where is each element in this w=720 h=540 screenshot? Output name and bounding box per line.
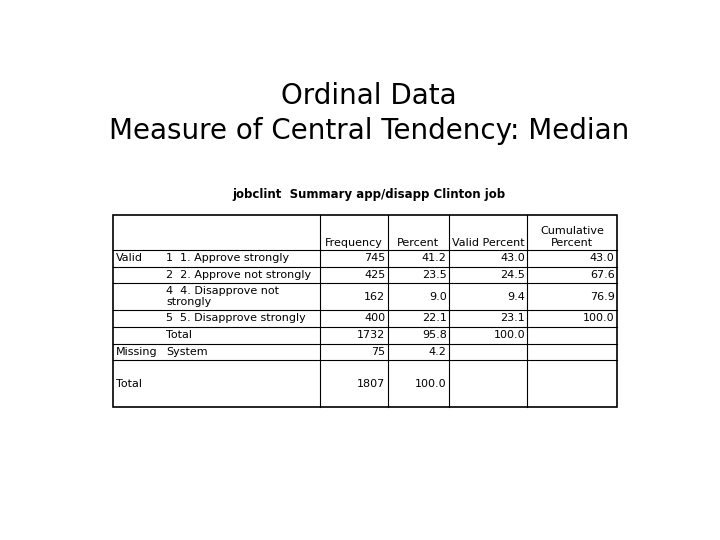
Text: 67.6: 67.6 xyxy=(590,270,615,280)
Text: 9.0: 9.0 xyxy=(429,292,446,301)
Text: Total: Total xyxy=(166,330,192,340)
Text: 43.0: 43.0 xyxy=(590,253,615,263)
Text: 43.0: 43.0 xyxy=(500,253,525,263)
Text: 24.5: 24.5 xyxy=(500,270,525,280)
Text: Percent: Percent xyxy=(397,238,439,248)
Text: jobclint  Summary app/disapp Clinton job: jobclint Summary app/disapp Clinton job xyxy=(233,188,505,201)
Text: Cumulative
Percent: Cumulative Percent xyxy=(540,226,604,248)
Text: 23.5: 23.5 xyxy=(422,270,446,280)
Text: 22.1: 22.1 xyxy=(422,313,446,323)
Text: 23.1: 23.1 xyxy=(500,313,525,323)
Text: 95.8: 95.8 xyxy=(422,330,446,340)
Text: 9.4: 9.4 xyxy=(508,292,525,301)
Text: Valid: Valid xyxy=(116,253,143,263)
Text: Total: Total xyxy=(116,379,142,389)
Text: 75: 75 xyxy=(371,347,385,357)
Text: Measure of Central Tendency: Median: Measure of Central Tendency: Median xyxy=(109,117,629,145)
Text: 41.2: 41.2 xyxy=(422,253,446,263)
Text: 2  2. Approve not strongly: 2 2. Approve not strongly xyxy=(166,270,311,280)
Text: 162: 162 xyxy=(364,292,385,301)
Text: Missing: Missing xyxy=(116,347,157,357)
Text: 425: 425 xyxy=(364,270,385,280)
Text: 76.9: 76.9 xyxy=(590,292,615,301)
Text: 4  4. Disapprove not
strongly: 4 4. Disapprove not strongly xyxy=(166,286,279,307)
Text: 100.0: 100.0 xyxy=(415,379,446,389)
Text: System: System xyxy=(166,347,207,357)
Text: 5  5. Disapprove strongly: 5 5. Disapprove strongly xyxy=(166,313,306,323)
Text: Ordinal Data: Ordinal Data xyxy=(282,82,456,110)
Text: 745: 745 xyxy=(364,253,385,263)
Text: 400: 400 xyxy=(364,313,385,323)
Text: 1732: 1732 xyxy=(357,330,385,340)
Text: Frequency: Frequency xyxy=(325,238,383,248)
Text: 100.0: 100.0 xyxy=(493,330,525,340)
Text: 4.2: 4.2 xyxy=(429,347,446,357)
Text: 1807: 1807 xyxy=(357,379,385,389)
Text: 1  1. Approve strongly: 1 1. Approve strongly xyxy=(166,253,289,263)
Text: Valid Percent: Valid Percent xyxy=(452,238,525,248)
Text: 100.0: 100.0 xyxy=(583,313,615,323)
